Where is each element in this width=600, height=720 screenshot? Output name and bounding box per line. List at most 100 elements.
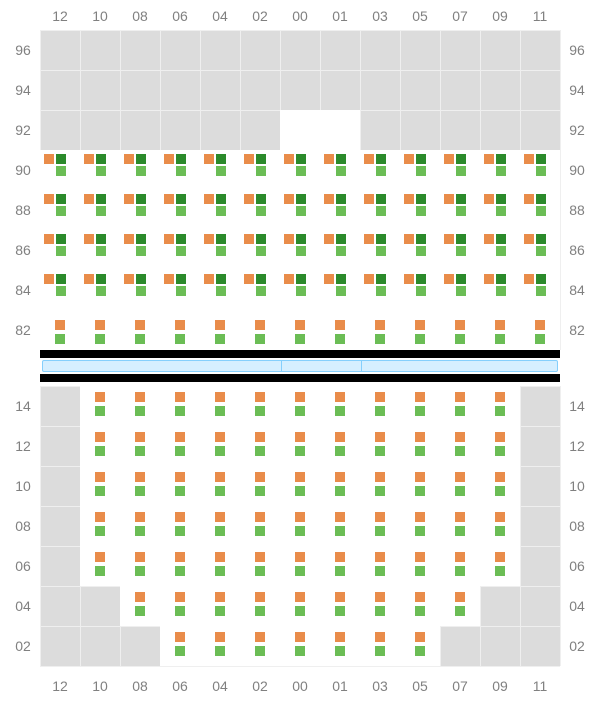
cell[interactable] — [80, 506, 120, 546]
cell[interactable] — [440, 586, 480, 626]
cell[interactable] — [120, 426, 160, 466]
cell[interactable] — [200, 506, 240, 546]
cell[interactable] — [400, 506, 440, 546]
cell[interactable] — [440, 230, 480, 270]
cell[interactable] — [400, 426, 440, 466]
cell[interactable] — [360, 506, 400, 546]
cell[interactable] — [200, 190, 240, 230]
cell[interactable] — [440, 150, 480, 190]
cell[interactable] — [120, 190, 160, 230]
cell[interactable] — [360, 150, 400, 190]
cell[interactable] — [160, 586, 200, 626]
cell[interactable] — [40, 150, 80, 190]
cell[interactable] — [240, 626, 280, 666]
cell[interactable] — [480, 506, 520, 546]
cell[interactable] — [240, 310, 280, 350]
cell[interactable] — [400, 150, 440, 190]
cell[interactable] — [240, 586, 280, 626]
cell[interactable] — [440, 426, 480, 466]
cell[interactable] — [400, 270, 440, 310]
cell[interactable] — [120, 506, 160, 546]
cell[interactable] — [120, 586, 160, 626]
cell[interactable] — [360, 546, 400, 586]
cell[interactable] — [480, 466, 520, 506]
cell[interactable] — [480, 386, 520, 426]
cell[interactable] — [440, 546, 480, 586]
cell[interactable] — [360, 466, 400, 506]
cell[interactable] — [280, 310, 320, 350]
cell[interactable] — [400, 230, 440, 270]
cell[interactable] — [40, 270, 80, 310]
cell[interactable] — [240, 546, 280, 586]
cell[interactable] — [280, 386, 320, 426]
cell[interactable] — [360, 230, 400, 270]
cell[interactable] — [520, 150, 560, 190]
cell[interactable] — [320, 110, 360, 150]
cell[interactable] — [200, 586, 240, 626]
cell[interactable] — [400, 386, 440, 426]
cell[interactable] — [360, 270, 400, 310]
cell[interactable] — [240, 506, 280, 546]
cell[interactable] — [240, 230, 280, 270]
cell[interactable] — [80, 190, 120, 230]
cell[interactable] — [280, 586, 320, 626]
cell[interactable] — [200, 150, 240, 190]
cell[interactable] — [160, 190, 200, 230]
cell[interactable] — [320, 426, 360, 466]
cell[interactable] — [280, 150, 320, 190]
cell[interactable] — [360, 190, 400, 230]
cell[interactable] — [120, 150, 160, 190]
cell[interactable] — [440, 386, 480, 426]
cell[interactable] — [280, 466, 320, 506]
cell[interactable] — [400, 546, 440, 586]
cell[interactable] — [480, 150, 520, 190]
cell[interactable] — [480, 230, 520, 270]
cell[interactable] — [440, 466, 480, 506]
cell[interactable] — [200, 310, 240, 350]
cell[interactable] — [160, 466, 200, 506]
cell[interactable] — [360, 626, 400, 666]
cell[interactable] — [320, 466, 360, 506]
cell[interactable] — [160, 546, 200, 586]
cell[interactable] — [400, 190, 440, 230]
cell[interactable] — [400, 626, 440, 666]
cell[interactable] — [280, 546, 320, 586]
cell[interactable] — [80, 466, 120, 506]
cell[interactable] — [320, 586, 360, 626]
cell[interactable] — [160, 270, 200, 310]
cell[interactable] — [280, 270, 320, 310]
cell[interactable] — [120, 310, 160, 350]
cell[interactable] — [120, 230, 160, 270]
cell[interactable] — [320, 310, 360, 350]
cell[interactable] — [440, 190, 480, 230]
cell[interactable] — [480, 190, 520, 230]
cell[interactable] — [320, 546, 360, 586]
cell[interactable] — [200, 546, 240, 586]
cell[interactable] — [520, 310, 560, 350]
cell[interactable] — [200, 230, 240, 270]
cell[interactable] — [200, 626, 240, 666]
cell[interactable] — [480, 310, 520, 350]
cell[interactable] — [360, 386, 400, 426]
cell[interactable] — [200, 386, 240, 426]
cell[interactable] — [160, 506, 200, 546]
cell[interactable] — [360, 586, 400, 626]
cell[interactable] — [320, 150, 360, 190]
cell[interactable] — [120, 466, 160, 506]
cell[interactable] — [40, 230, 80, 270]
cell[interactable] — [40, 310, 80, 350]
cell[interactable] — [280, 230, 320, 270]
cell[interactable] — [280, 506, 320, 546]
cell[interactable] — [240, 190, 280, 230]
cell[interactable] — [200, 466, 240, 506]
cell[interactable] — [360, 310, 400, 350]
cell[interactable] — [160, 626, 200, 666]
cell[interactable] — [80, 386, 120, 426]
cell[interactable] — [160, 386, 200, 426]
cell[interactable] — [480, 270, 520, 310]
cell[interactable] — [80, 150, 120, 190]
cell[interactable] — [280, 426, 320, 466]
cell[interactable] — [240, 466, 280, 506]
cell[interactable] — [440, 270, 480, 310]
cell[interactable] — [400, 466, 440, 506]
